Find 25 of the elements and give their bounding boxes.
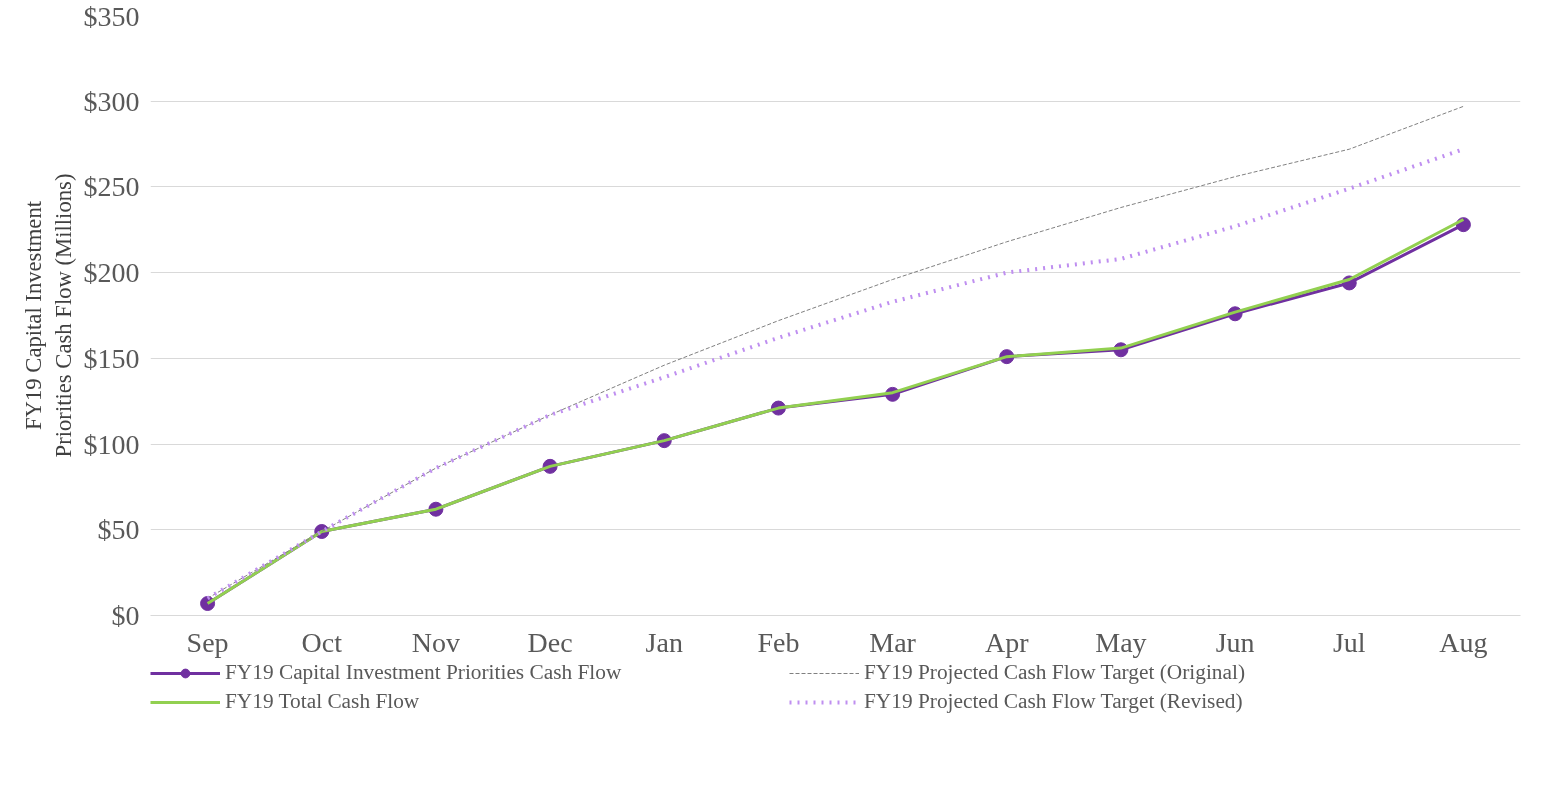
y-tick-label: $50 <box>97 514 140 546</box>
x-tick-label: Apr <box>984 626 1030 658</box>
legend-label: FY19 Projected Cash Flow Target (Original) <box>864 660 1246 685</box>
x-tick-label: Jun <box>1215 626 1255 658</box>
y-tick-label: $0 <box>111 600 140 631</box>
x-tick-label: Oct <box>301 626 343 658</box>
x-tick-label: Mar <box>869 626 917 658</box>
y-tick-label: $150 <box>83 342 140 374</box>
x-tick-label: Feb <box>757 626 800 658</box>
y-tick-label: $200 <box>83 257 140 289</box>
legend-label: FY19 Projected Cash Flow Target (Revised) <box>864 689 1244 714</box>
legend-label: FY19 Total Cash Flow <box>225 689 421 714</box>
x-tick-label: Sep <box>186 626 229 658</box>
x-tick-label: Aug <box>1439 626 1488 658</box>
y-axis-title: FY19 Capital Investment Priorities Cash Flow (Millions) <box>20 173 76 458</box>
legend-label: FY19 Capital Investment Priorities Cash Flow <box>225 660 623 685</box>
x-tick-label: Dec <box>527 626 573 658</box>
x-tick-label: May <box>1095 626 1147 658</box>
x-tick-label: Jan <box>645 626 683 658</box>
y-tick-label: $250 <box>83 171 140 203</box>
x-tick-label: Jul <box>1332 626 1366 658</box>
y-tick-label: $100 <box>83 428 140 460</box>
y-tick-label: $350 <box>83 0 140 32</box>
y-tick-label: $300 <box>83 85 140 117</box>
x-tick-label: Nov <box>411 626 461 658</box>
